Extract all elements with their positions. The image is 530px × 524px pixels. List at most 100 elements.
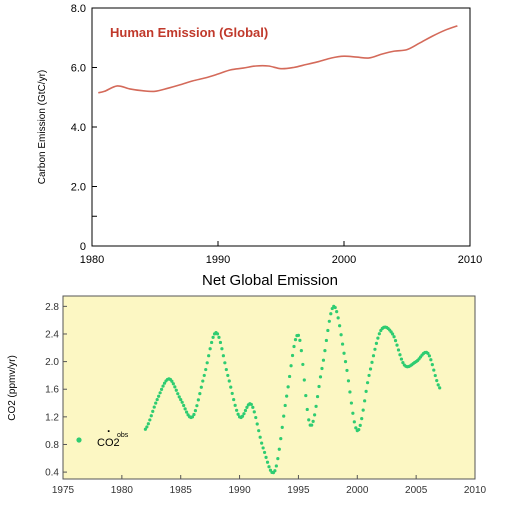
- co2-point: [274, 464, 278, 468]
- co2-point: [257, 429, 261, 433]
- co2-point: [182, 403, 186, 408]
- bottom-y-tick-label: 1.2: [45, 412, 59, 423]
- co2-point: [254, 415, 258, 420]
- co2-point: [249, 402, 253, 407]
- co2-point: [159, 387, 164, 391]
- top-plot-frame: [91, 7, 471, 247]
- co2-point: [318, 375, 323, 379]
- co2-point: [392, 335, 396, 339]
- co2-point: [320, 366, 324, 371]
- co2-point: [395, 343, 399, 347]
- co2-point: [396, 348, 401, 352]
- co2-point: [292, 344, 296, 349]
- co2-point: [193, 409, 198, 413]
- co2-point: [229, 385, 233, 389]
- co2-point: [190, 415, 195, 419]
- top-y-tick-label: 4.0: [71, 122, 86, 134]
- co2-point: [305, 407, 309, 412]
- co2-point: [432, 368, 436, 372]
- co2-point: [199, 385, 203, 389]
- co2-point: [311, 419, 315, 424]
- co2-point: [393, 339, 398, 343]
- co2-point: [307, 418, 311, 422]
- co2-point: [179, 397, 183, 402]
- bottom-chart-title: Net Global Emission: [202, 272, 338, 289]
- co2-point: [370, 360, 374, 364]
- bottom-y-tick-label: 2.0: [45, 357, 59, 368]
- co2-point: [265, 460, 270, 464]
- co2-point: [368, 367, 373, 371]
- co2-point: [354, 426, 358, 430]
- co2-point: [363, 399, 367, 403]
- co2-point: [374, 341, 379, 345]
- co2-point: [205, 361, 209, 365]
- co2-point: [201, 379, 205, 383]
- co2-point: [304, 393, 308, 398]
- co2-point: [321, 358, 326, 362]
- co2-point: [310, 423, 314, 427]
- co2-point: [264, 455, 268, 459]
- bottom-x-tick-label: 2010: [464, 485, 487, 496]
- co2-point: [171, 382, 175, 386]
- co2-point: [361, 408, 365, 412]
- legend-dot: .: [107, 421, 110, 435]
- co2-point: [202, 373, 206, 378]
- co2-point: [180, 400, 184, 404]
- co2-point: [435, 379, 439, 383]
- bottom-y-tick-label: 0.8: [45, 440, 59, 451]
- co2-point: [399, 357, 404, 361]
- co2-point: [285, 394, 289, 398]
- co2-point: [245, 405, 249, 409]
- co2-point: [296, 333, 301, 337]
- co2-point: [427, 354, 431, 358]
- co2-point: [170, 379, 174, 383]
- co2-point: [151, 409, 155, 413]
- co2-point: [174, 388, 178, 392]
- bottom-y-tick-label: 2.8: [45, 302, 59, 313]
- co2-point: [143, 427, 147, 431]
- co2-point: [314, 404, 318, 408]
- top-y-axis-label: Carbon Emission (GtC/yr): [37, 70, 48, 184]
- co2-point: [391, 332, 395, 336]
- co2-point: [329, 312, 333, 316]
- legend-superscript: obs: [117, 432, 129, 439]
- co2-point: [196, 398, 200, 402]
- co2-point: [340, 342, 345, 346]
- co2-point: [221, 354, 225, 358]
- co2-point: [173, 385, 177, 389]
- co2-point: [176, 392, 180, 396]
- top-x-tick-label: 1990: [206, 254, 230, 266]
- co2-point: [207, 354, 211, 358]
- co2-point: [273, 469, 277, 473]
- co2-point: [157, 394, 161, 398]
- bottom-series: [143, 304, 442, 475]
- bottom-plot-frame: [62, 295, 476, 480]
- co2-point: [236, 412, 240, 416]
- co2-point: [317, 384, 321, 389]
- top-x-tick-label: 2000: [332, 254, 356, 266]
- top-axis-ticks: 1980 1990 2000 2010 0 2.0 4.0 6.0 8.0: [71, 3, 483, 266]
- co2-point: [232, 397, 236, 402]
- co2-point: [315, 394, 320, 399]
- co2-point: [152, 405, 156, 409]
- co2-point: [215, 332, 220, 336]
- bottom-x-tick-label: 1980: [111, 485, 134, 496]
- co2-point: [335, 309, 339, 314]
- co2-point: [324, 338, 328, 343]
- co2-point: [235, 408, 239, 412]
- co2-point: [349, 401, 353, 405]
- co2-point: [240, 414, 245, 418]
- co2-point: [146, 422, 150, 426]
- bottom-x-tick-label: 1990: [228, 485, 251, 496]
- co2-point: [280, 425, 284, 429]
- co2-point: [185, 410, 189, 414]
- co2-point: [223, 361, 227, 365]
- co2-point: [195, 404, 199, 408]
- co2-point: [371, 354, 376, 358]
- co2-point: [377, 332, 381, 336]
- co2-point: [282, 414, 286, 418]
- co2-point: [358, 423, 362, 427]
- top-y-tick-label: 2.0: [71, 182, 86, 194]
- co2-point: [233, 403, 237, 407]
- co2-point: [286, 385, 290, 389]
